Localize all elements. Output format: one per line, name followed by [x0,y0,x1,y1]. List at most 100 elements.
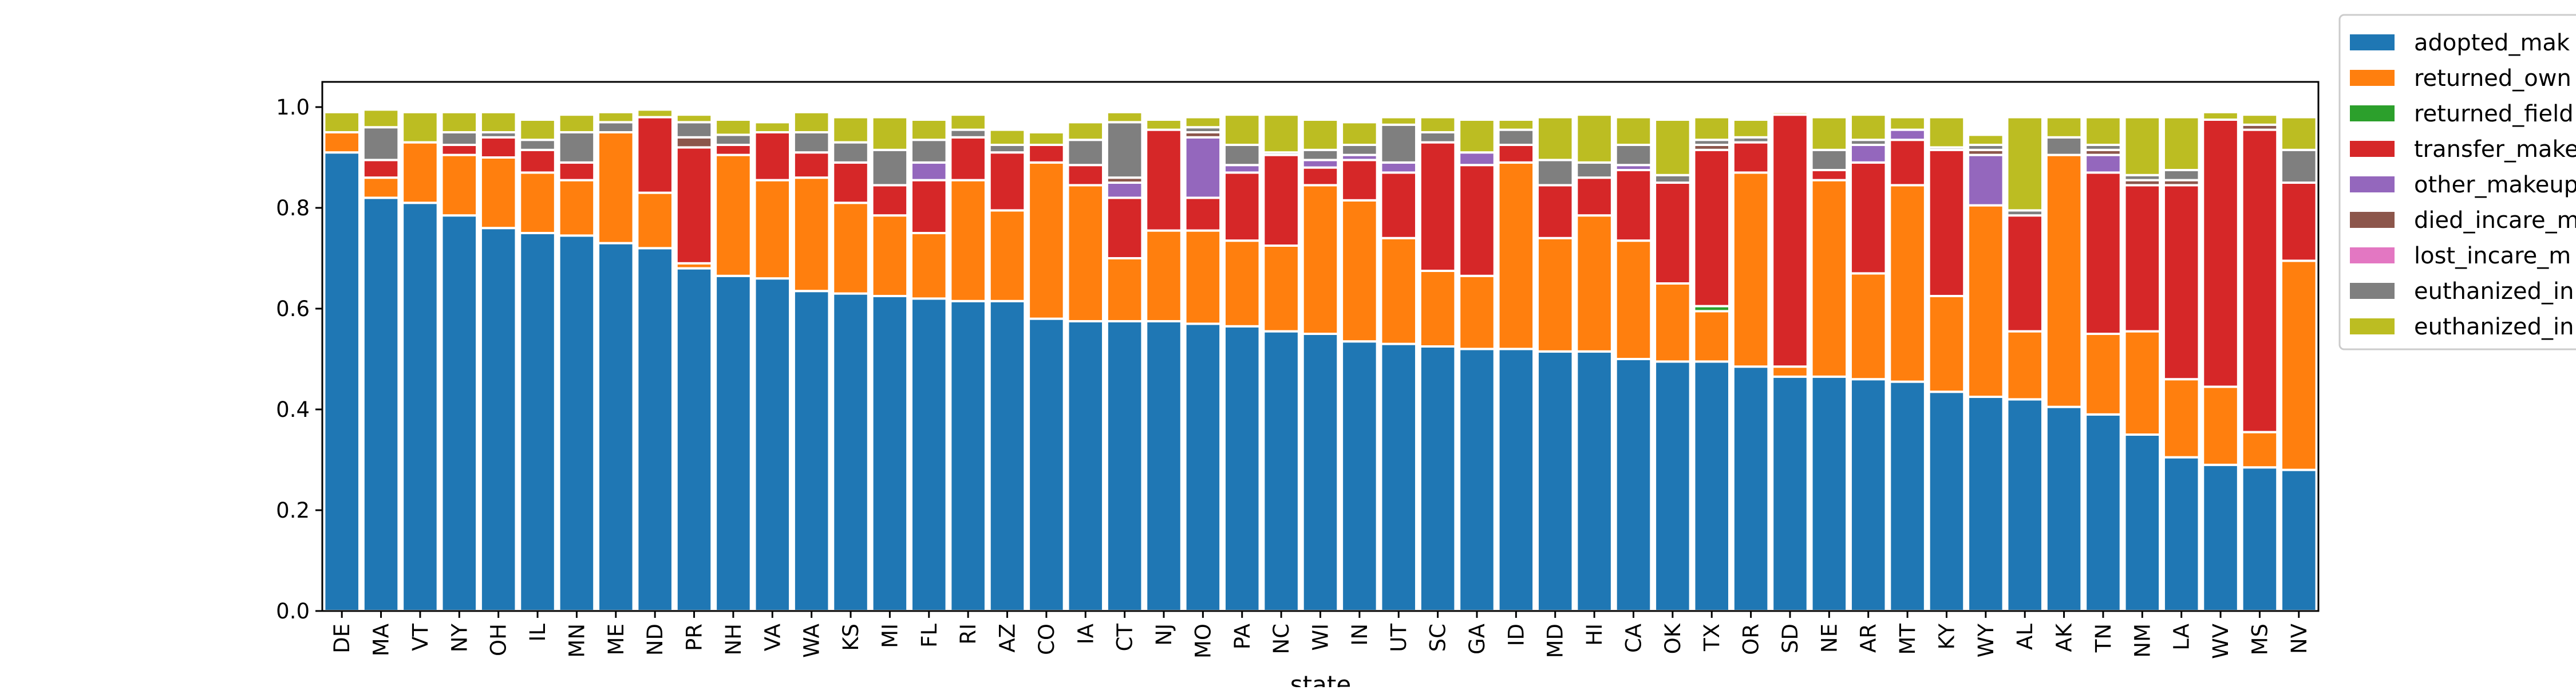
y-tick-label: 0.8 [276,196,310,220]
x-tick-label-AR: AR [1856,624,1881,653]
bar-segment-OH-s0 [479,227,517,612]
bar-segment-HI-s3 [1575,176,1613,217]
bar-segment-AR-s0 [1849,378,1887,612]
bar-segment-OK-s8 [1654,119,1692,176]
bar-segment-HI-s1 [1575,214,1613,353]
bar-segment-MT-s8 [1888,116,1926,131]
bar-segment-MT-s1 [1888,184,1926,383]
bar-segment-TN-s1 [2084,333,2122,416]
bar-segment-NJ-s3 [1145,128,1183,232]
x-tick-label-AK: AK [2052,622,2077,652]
bar-segment-DE-s0 [323,151,361,612]
bar-segment-NC-s3 [1262,153,1300,247]
bar-segment-OK-s3 [1654,182,1692,285]
x-tick-label-IN: IN [1348,624,1372,646]
bar-segment-CO-s3 [1028,144,1065,164]
bar-segment-AZ-s8 [988,128,1026,147]
bar-segment-MI-s1 [871,214,909,298]
bar-segment-CT-s3 [1105,196,1144,259]
bar-segment-PR-s7 [675,121,713,139]
legend-label-2: returned_field [2414,101,2574,127]
bar-segment-TX-s0 [1693,360,1730,613]
bar-segment-AR-s8 [1849,113,1887,141]
bar-segment-WI-s7 [1301,148,1340,161]
x-tick-label-ID: ID [1504,624,1528,646]
bar-segment-MO-s1 [1184,229,1222,325]
bar-segment-AK-s1 [2045,153,2083,408]
bar-segment-NV-s8 [2280,116,2318,151]
axes-layer: 0.0 0.2 0.4 0.6 0.8 1.0 DE MA VT NY OH IL MN ME ND PR NH… [276,81,2320,659]
bar-segment-NH-s7 [714,133,752,146]
x-tick-label-CA: CA [1622,624,1646,653]
bar-segment-CA-s1 [1614,239,1653,361]
bar-segment-DE-s8 [323,111,361,134]
bar-segment-AK-s0 [2045,405,2083,612]
bar-segment-VA-s8 [753,121,792,133]
bar-segment-UT-s8 [1380,116,1418,126]
legend-swatch-8 [2350,318,2395,334]
bar-segment-MS-s0 [2241,466,2279,613]
bar-segment-FL-s1 [910,232,948,300]
bar-segment-IL-s8 [519,119,556,141]
bar-segment-VA-s1 [753,179,792,280]
bar-segment-WI-s3 [1301,166,1340,187]
bar-segment-WA-s3 [792,151,831,179]
x-tick-label-ND: ND [643,624,667,656]
bar-segment-MN-s8 [558,113,596,133]
bar-segment-AK-s8 [2045,116,2083,139]
bar-segment-NE-s8 [1810,116,1848,151]
bar-segment-NH-s1 [714,153,752,277]
bar-segment-GA-s1 [1458,274,1496,350]
legend-label-5: died_incare_m [2414,207,2576,234]
bar-segment-MT-s0 [1888,380,1926,612]
bar-segment-MI-s3 [871,184,909,217]
bar-segment-AZ-s0 [988,299,1026,612]
bar-segment-IL-s7 [519,139,556,151]
bar-segment-IN-s3 [1341,159,1378,202]
bar-segment-GA-s0 [1458,348,1496,613]
bar-segment-MD-s7 [1536,159,1574,187]
bar-segment-NV-s1 [2280,259,2318,471]
x-tick-label-OR: OR [1739,624,1764,655]
bar-segment-FL-s7 [910,139,948,164]
legend-box [2338,14,2576,350]
bar-segment-WV-s3 [2202,119,2239,388]
bar-segment-NY-s0 [440,214,479,612]
x-tick-label-CO: CO [1034,624,1059,655]
bar-segment-MI-s7 [871,148,909,187]
bar-segment-WY-s0 [1967,396,2005,612]
bar-segment-FL-s8 [910,119,948,141]
bar-segment-ME-s1 [597,131,635,245]
bar-segment-TX-s8 [1693,116,1730,141]
bar-segment-CT-s7 [1105,121,1144,179]
x-tick-label-WY: WY [1974,624,1998,658]
legend-label-8: euthanized_in [2414,314,2574,340]
legend-swatch-4 [2350,176,2395,192]
legend-label-4: other_makeup [2414,172,2576,198]
bar-segment-ID-s8 [1497,119,1535,131]
x-tick-label-VA: VA [760,624,785,651]
bar-segment-MS-s8 [2241,113,2279,126]
bar-segment-NV-s7 [2280,148,2318,184]
legend-label-0: adopted_mak [2414,30,2570,56]
bar-segment-LA-s1 [2162,378,2200,459]
bar-segment-MA-s0 [362,196,400,612]
bar-segment-MT-s3 [1888,139,1926,187]
x-axis-title: state [1290,671,1351,687]
bar-segment-TN-s4 [2084,153,2122,174]
bar-segment-ND-s8 [636,108,674,119]
bar-segment-TX-s3 [1693,148,1730,307]
bar-segment-PA-s3 [1223,171,1261,242]
bar-segment-WA-s0 [792,290,831,612]
x-tick-label-OH: OH [487,624,511,656]
legend-swatch-3 [2350,141,2395,157]
bar-segment-NJ-s0 [1145,320,1183,612]
x-tick-label-FL: FL [917,624,942,648]
legend-label-1: returned_own [2414,65,2571,92]
bar-segment-PA-s0 [1223,325,1261,612]
bar-segment-KY-s1 [1927,295,1966,393]
x-tick-label-NH: NH [721,624,746,656]
bar-segment-AL-s1 [2006,330,2044,401]
bar-segment-PA-s8 [1223,113,1261,146]
x-tick-label-HI: HI [1582,624,1607,646]
